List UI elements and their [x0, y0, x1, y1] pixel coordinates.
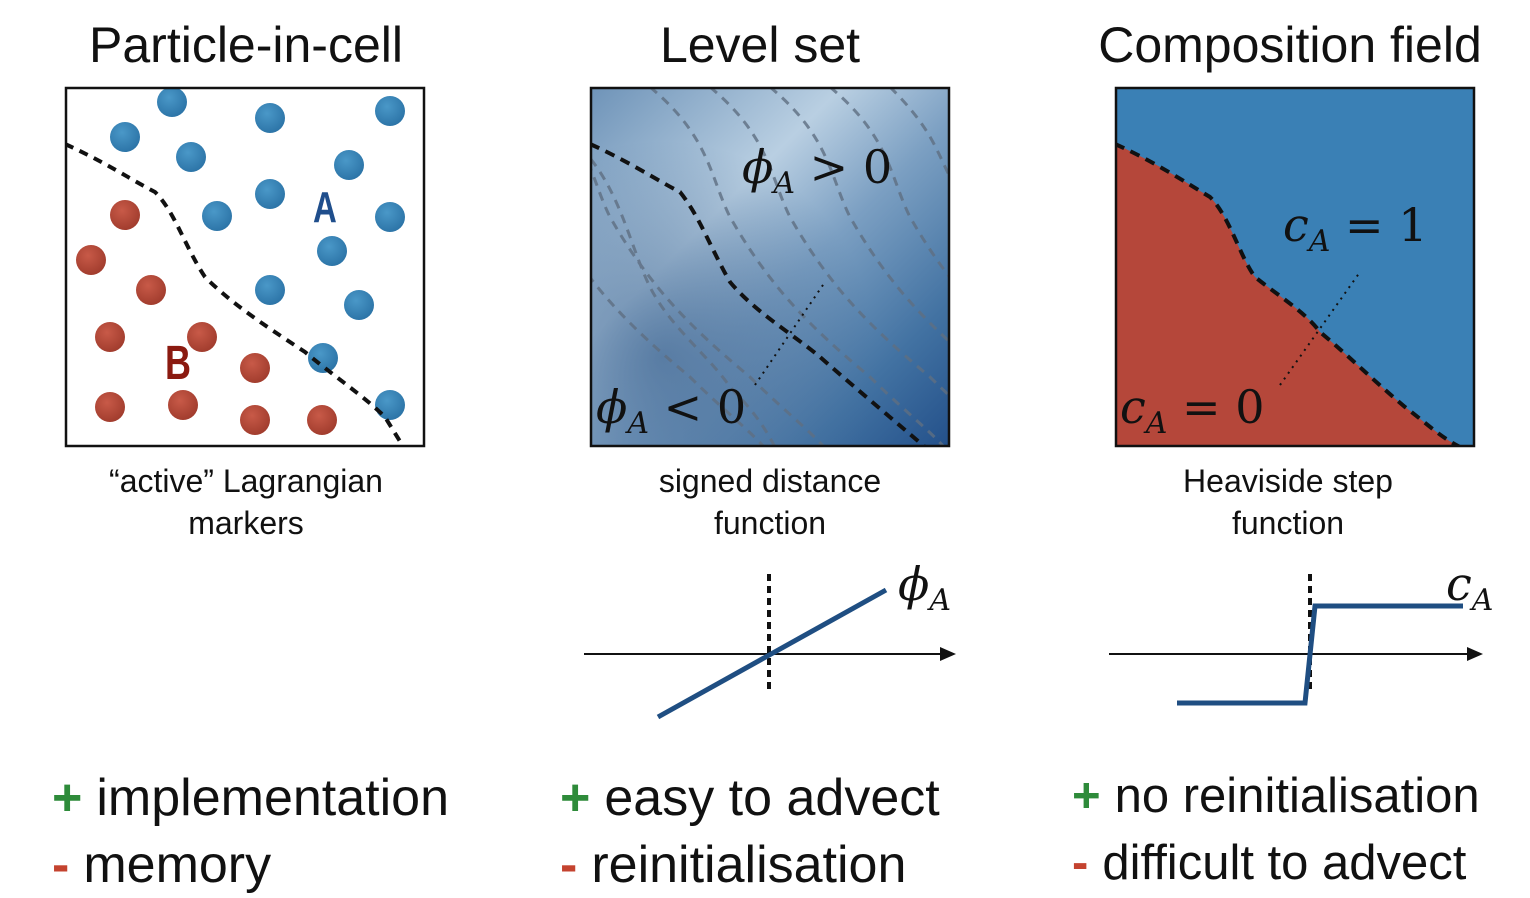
plus-icon: + [1072, 769, 1101, 823]
con-composition: - difficult to advect [1072, 836, 1467, 890]
caption-levelset: signed distance function [658, 463, 882, 541]
label-a: A [313, 184, 337, 233]
con-levelset: - reinitialisation [560, 836, 907, 894]
levelset-interface-dashed [590, 142, 927, 447]
minus-icon: - [1072, 836, 1089, 890]
c-one-label: cA = 1 [1283, 198, 1428, 260]
panel-title-composition: Composition field [1098, 17, 1482, 73]
composition-panel [1114, 86, 1476, 448]
composition-1d-plot [1109, 574, 1483, 706]
red-markers [76, 200, 337, 435]
con-pic: - memory [52, 836, 272, 894]
axis-arrow-icon [1467, 647, 1483, 661]
axis-arrow-icon [940, 647, 956, 661]
levelset-panel [589, 86, 951, 448]
plot-c-label: cA [1446, 557, 1494, 619]
pro-composition: + no reinitialisation [1072, 769, 1480, 823]
composition-interface-dashed [1115, 142, 1461, 447]
levelset-1d-plot [584, 574, 956, 720]
plus-icon: + [560, 769, 591, 827]
pro-levelset: + easy to advect [560, 769, 940, 827]
plot-phi-label: ϕA [898, 557, 952, 619]
minus-icon: - [560, 836, 578, 894]
caption-composition: Heaviside step function [1183, 463, 1393, 541]
panel-title-levelset: Level set [659, 17, 861, 73]
phi-negative-label: ϕA < 0 [596, 380, 747, 442]
linear-profile [656, 587, 888, 720]
pro-pic: + implementation [52, 769, 449, 827]
c-zero-label: cA = 0 [1120, 380, 1265, 442]
step-profile [1177, 603, 1463, 706]
caption-pic: “active” Lagrangian markers [109, 463, 383, 541]
minus-icon: - [52, 836, 70, 894]
plus-icon: + [52, 769, 83, 827]
label-b: B [165, 336, 191, 389]
pic-panel: A B [64, 86, 426, 448]
panel-title-pic: Particle-in-cell [89, 17, 403, 73]
pic-interface-dashed [65, 142, 403, 445]
phi-positive-label: ϕA > 0 [742, 140, 893, 202]
